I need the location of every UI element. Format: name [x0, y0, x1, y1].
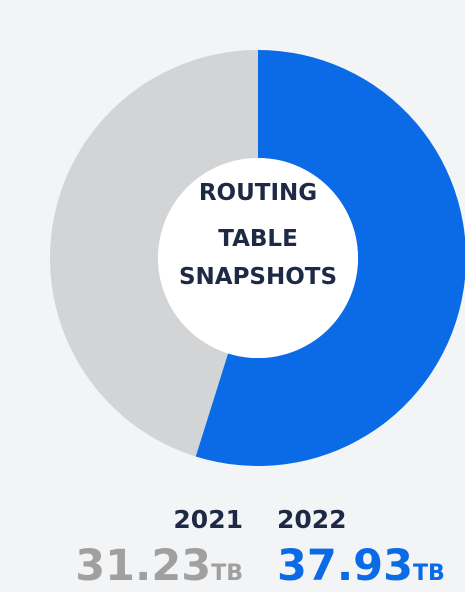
value-number: 37.93	[277, 541, 413, 591]
year-label: 2021	[173, 505, 243, 534]
value-unit: TB	[413, 561, 445, 586]
center-text: TABLE	[218, 226, 298, 252]
center-text: SNAPSHOTS	[179, 264, 337, 290]
value-label: 37.93TB	[277, 541, 445, 591]
donut-hole	[158, 158, 358, 358]
value-unit: TB	[211, 561, 243, 586]
donut-slice	[49, 50, 259, 457]
year-label: 2022	[277, 505, 347, 534]
value-label: 31.23TB	[75, 541, 243, 591]
donut-slice	[195, 50, 465, 466]
donut	[49, 50, 465, 466]
center-text: ROUTING	[199, 180, 317, 206]
value-number: 31.23	[75, 541, 211, 591]
